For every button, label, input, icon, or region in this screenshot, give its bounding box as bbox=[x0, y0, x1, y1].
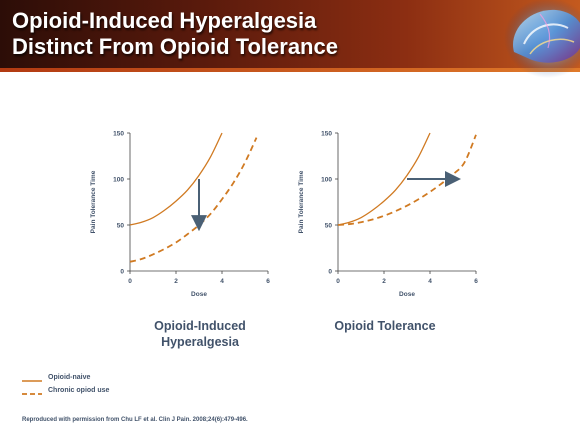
x-tick-label: 6 bbox=[474, 278, 478, 285]
series-line-opioid-naive bbox=[337, 132, 431, 226]
legend-swatch-solid bbox=[22, 380, 42, 382]
brain-logo-icon bbox=[504, 0, 580, 78]
x-axis-label: Dose bbox=[399, 291, 415, 298]
chart-caption-tolerance-line-1: Opioid Tolerance bbox=[334, 319, 436, 333]
y-tick-label: 50 bbox=[117, 223, 125, 230]
x-tick-label: 4 bbox=[428, 278, 432, 285]
y-tick-label: 0 bbox=[328, 269, 332, 276]
legend-swatch-dashed bbox=[22, 393, 42, 395]
y-tick-label: 50 bbox=[325, 223, 333, 230]
slide-title-line-1: Opioid-Induced Hyperalgesia bbox=[12, 8, 317, 33]
chart-1: 0 50 100 150 0 2 4 6 Dose Pain Tolerance Time bbox=[298, 131, 478, 299]
x-tick-label: 6 bbox=[266, 278, 270, 285]
y-axis-label: Pain Tolerance Time bbox=[90, 170, 97, 233]
y-tick-label: 0 bbox=[120, 269, 124, 276]
y-tick-label: 100 bbox=[321, 177, 332, 184]
legend-label-chronic-opioid-use: Chronic opiod use bbox=[48, 387, 110, 394]
series-line-chronic-opiod-use bbox=[129, 137, 258, 263]
legend-item-chronic-opioid-use: Chronic opiod use bbox=[22, 386, 109, 398]
chart-caption-hyperalgesia: Opioid-Induced Hyperalgesia bbox=[130, 318, 270, 350]
title-banner bbox=[0, 0, 580, 68]
legend-label-opioid-naive: Opioid-naive bbox=[48, 374, 91, 381]
chart-caption-tolerance: Opioid Tolerance bbox=[315, 318, 455, 334]
x-tick-label: 0 bbox=[336, 278, 340, 285]
series-line-opioid-naive bbox=[129, 132, 223, 226]
y-tick-label: 150 bbox=[321, 131, 332, 138]
x-tick-label: 2 bbox=[382, 278, 386, 285]
legend-item-opioid-naive: Opioid-naive bbox=[22, 373, 90, 385]
series-line-chronic-opiod-use bbox=[337, 134, 477, 226]
citation-text: Reproduced with permission from Chu LF e… bbox=[22, 417, 248, 423]
chart-caption-hyperalgesia-line-2: Hyperalgesia bbox=[161, 335, 239, 349]
y-tick-label: 100 bbox=[113, 177, 124, 184]
chart-caption-hyperalgesia-line-1: Opioid-Induced bbox=[154, 319, 246, 333]
slide-title-line-2: Distinct From Opioid Tolerance bbox=[12, 34, 338, 59]
x-axis-label: Dose bbox=[191, 291, 207, 298]
x-tick-label: 4 bbox=[220, 278, 224, 285]
chart-0: 0 50 100 150 0 2 4 6 Dose Pain Tolerance Time bbox=[90, 131, 270, 299]
x-tick-label: 2 bbox=[174, 278, 178, 285]
y-axis-label: Pain Tolerance Time bbox=[298, 170, 305, 233]
x-tick-label: 0 bbox=[128, 278, 132, 285]
y-tick-label: 150 bbox=[113, 131, 124, 138]
title-banner-stripe bbox=[0, 68, 580, 72]
